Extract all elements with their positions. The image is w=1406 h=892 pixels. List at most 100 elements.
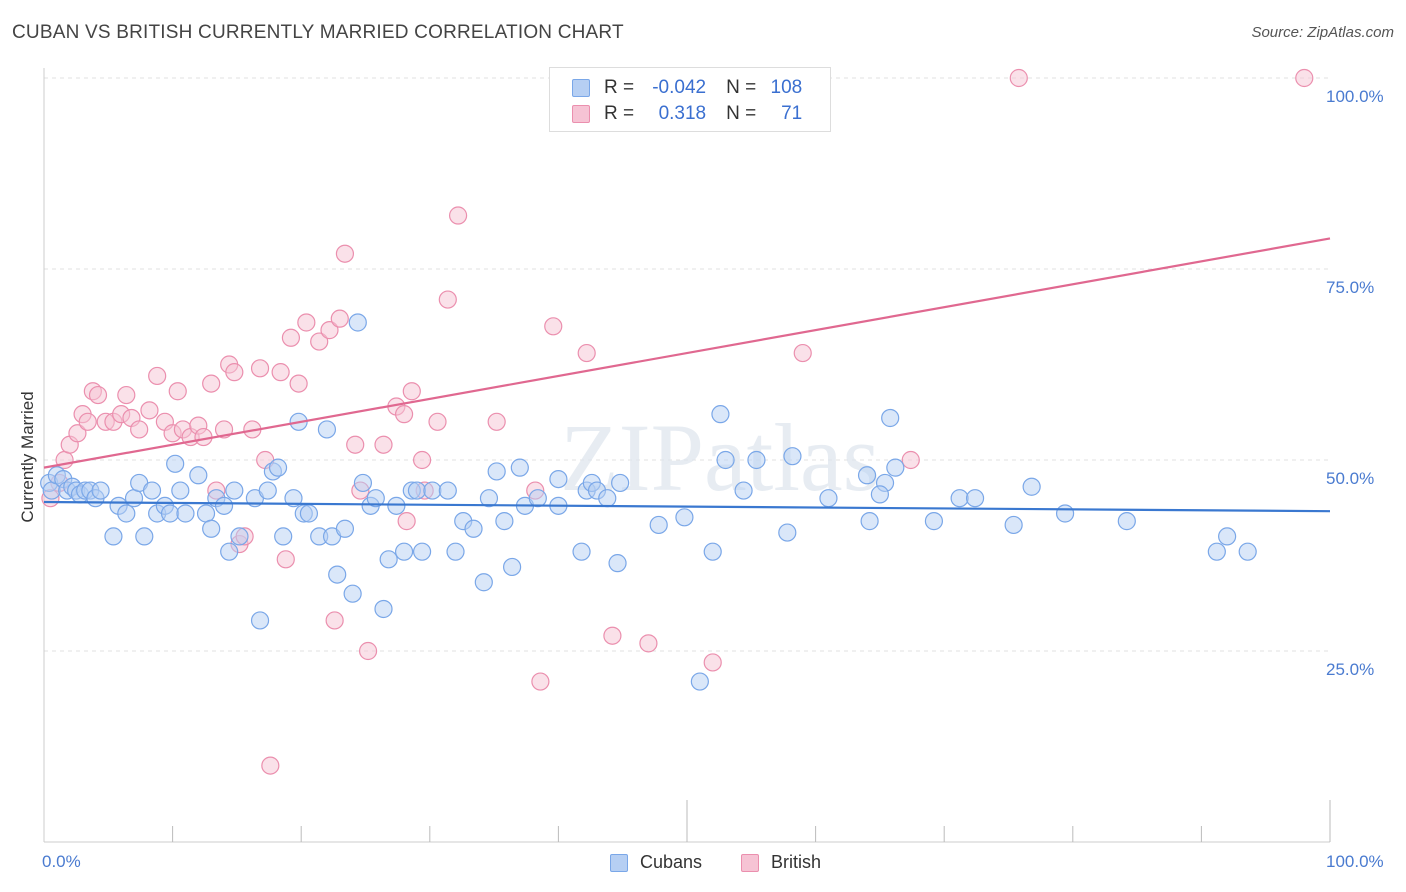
cubans-point	[446, 542, 465, 561]
x-tick-label-max: 100.0%	[1326, 852, 1384, 871]
cubans-point	[374, 599, 393, 619]
british-point	[148, 366, 167, 386]
british-point	[428, 412, 447, 431]
cubans-point	[857, 466, 877, 485]
british-point	[330, 309, 349, 328]
british-legend-swatch	[741, 853, 759, 872]
cubans-point	[870, 485, 890, 504]
cubans-point	[950, 489, 969, 508]
chart-title: CUBAN VS BRITISH CURRENTLY MARRIED CORRE…	[12, 22, 624, 43]
legend-n-value: 71	[781, 103, 803, 124]
legend-row-british: R = 0.318 N = 71	[572, 102, 802, 126]
british-point	[487, 412, 506, 431]
cubans-point	[747, 450, 766, 470]
cubans-point	[572, 542, 591, 561]
cubans-point	[335, 519, 355, 538]
cubans-legend-label: Cubans	[640, 852, 703, 872]
cubans-point	[778, 523, 797, 542]
british-point	[325, 611, 344, 630]
cubans-point	[1004, 515, 1023, 535]
legend-item-british[interactable]: British	[741, 852, 821, 873]
british-point	[577, 343, 596, 363]
cubans-point	[690, 672, 709, 691]
cubans-point	[479, 489, 499, 508]
cubans-point	[230, 527, 249, 546]
british-point	[78, 412, 97, 431]
cubans-point	[611, 473, 630, 493]
british-point	[225, 363, 244, 382]
cubans-point	[160, 504, 180, 523]
cubans-point	[166, 454, 185, 473]
cubans-point	[189, 466, 208, 485]
british-point	[402, 382, 421, 401]
cubans-legend-swatch	[610, 853, 628, 872]
cubans-point	[734, 481, 753, 500]
cubans-point	[258, 481, 277, 500]
cubans-trend-line	[43, 500, 1331, 513]
cubans-point	[394, 542, 414, 561]
cubans-point	[474, 573, 493, 592]
british-point	[639, 634, 658, 653]
british-point	[117, 385, 136, 405]
cubans-point	[284, 489, 303, 508]
cubans-point	[379, 550, 398, 569]
cubans-point	[412, 542, 432, 561]
british-trend-line	[43, 237, 1331, 469]
british-legend-label: British	[771, 852, 822, 872]
x-tick-label-min: 0.0%	[42, 852, 81, 871]
british-point	[448, 206, 468, 225]
cubans-points	[40, 313, 1257, 691]
british-point	[1009, 68, 1028, 88]
british-point	[1295, 68, 1314, 88]
british-point	[68, 424, 87, 443]
legend-r-label: R =	[604, 77, 635, 98]
cubans-point	[171, 481, 190, 500]
cubans-point	[608, 554, 627, 573]
cubans-point	[124, 489, 144, 508]
cubans-point	[487, 462, 506, 481]
legend-item-cubans[interactable]: Cubans	[610, 852, 702, 873]
cubans-point	[886, 458, 905, 477]
british-point	[397, 512, 416, 531]
british-point	[202, 374, 221, 393]
british-point	[281, 328, 301, 347]
cubans-point	[503, 557, 522, 577]
cubans-point	[214, 496, 234, 515]
cubans-point	[299, 504, 319, 523]
british-point	[88, 385, 108, 405]
cubans-point	[135, 527, 154, 546]
y-tick-label: 25.0%	[1326, 660, 1375, 679]
british-point	[335, 244, 355, 263]
cubans-point	[675, 508, 694, 527]
cubans-point	[1218, 527, 1237, 546]
cubans-point	[965, 489, 985, 508]
british-point	[374, 435, 393, 454]
cubans-point	[1207, 542, 1226, 561]
cubans-point	[117, 504, 136, 523]
cubans-point	[220, 542, 239, 561]
cubans-point	[528, 489, 547, 508]
british-point	[544, 317, 563, 336]
cubans-point	[649, 515, 668, 535]
cubans-point	[91, 481, 110, 500]
cubans-point	[353, 473, 373, 493]
british-point	[297, 313, 316, 332]
british-point	[271, 363, 290, 382]
british-point	[261, 756, 280, 775]
british-point	[901, 450, 920, 470]
cubans-point	[250, 611, 270, 630]
cubans-swatch	[572, 79, 590, 97]
cubans-point	[274, 527, 293, 546]
cubans-point	[598, 489, 617, 508]
british-point	[358, 641, 378, 661]
cubans-point	[317, 420, 337, 439]
cubans-point	[464, 519, 483, 538]
cubans-point	[348, 313, 367, 332]
cubans-point	[549, 470, 568, 489]
cubans-point	[783, 447, 802, 466]
british-point	[140, 401, 159, 420]
trend-lines	[43, 237, 1331, 513]
y-tick-label: 50.0%	[1326, 469, 1375, 488]
legend-r-label: R =	[604, 103, 635, 124]
